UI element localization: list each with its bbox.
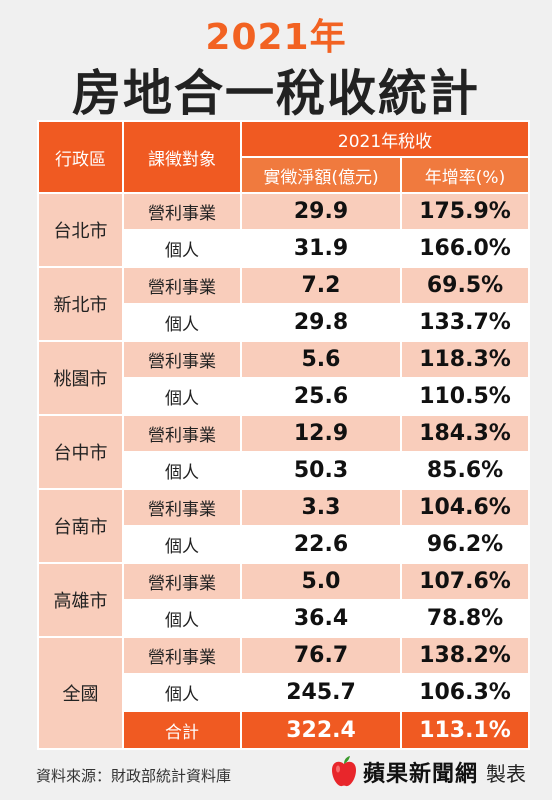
net-amount-cell: 76.7 — [240, 636, 402, 675]
net-amount-cell: 31.9 — [240, 229, 402, 268]
apple-icon — [331, 756, 356, 787]
net-amount-cell: 3.3 — [240, 488, 402, 527]
net-amount-cell: 7.2 — [240, 266, 402, 305]
table-row: 個人 50.3 85.6% — [38, 451, 531, 490]
net-amount-cell: 5.6 — [240, 340, 402, 379]
header-group: 2021年稅收 — [239, 120, 531, 158]
table-row: 個人 36.4 78.8% — [38, 599, 531, 638]
table-row: 台中市 營利事業 12.9 184.3% — [37, 414, 531, 490]
district-cell: 台中市 — [37, 414, 124, 490]
taxpayer-cell: 個人 — [122, 229, 242, 268]
net-amount-cell: 50.3 — [240, 451, 402, 490]
net-amount-cell: 12.9 — [240, 414, 402, 453]
growth-rate-cell: 166.0% — [399, 229, 531, 268]
source-note: 資料來源：財政部統計資料庫 — [36, 767, 232, 785]
taxpayer-cell: 個人 — [122, 525, 242, 564]
tax-stats-table: 行政區 課徵對象 2021年稅收 實徵淨額(億元) 年增率(%) 台北市 營利事業… — [37, 120, 531, 750]
taxpayer-cell: 個人 — [122, 303, 242, 342]
net-amount-cell: 25.6 — [240, 377, 402, 416]
table-row: 個人 25.6 110.5% — [38, 377, 531, 416]
net-amount-cell: 22.6 — [240, 525, 402, 564]
brand-name: 蘋果新聞網 — [362, 762, 478, 787]
header-growth: 年增率(%) — [399, 156, 531, 194]
taxpayer-cell: 營利事業 — [122, 340, 242, 379]
district-cell: 高雄市 — [37, 562, 124, 638]
growth-rate-cell: 184.3% — [399, 414, 531, 453]
table-row: 個人 29.8 133.7% — [38, 303, 531, 342]
net-amount-cell: 29.9 — [240, 192, 402, 231]
growth-rate-cell: 110.5% — [399, 377, 531, 416]
growth-rate-cell: 107.6% — [399, 562, 531, 601]
growth-rate-cell: 138.2% — [399, 636, 531, 675]
header-taxpayer: 課徵對象 — [122, 120, 242, 194]
brand-suffix: 製表 — [486, 761, 526, 786]
taxpayer-cell: 營利事業 — [122, 192, 242, 231]
district-cell: 桃園市 — [37, 340, 124, 416]
growth-rate-cell: 106.3% — [399, 673, 531, 712]
net-amount-cell: 322.4 — [240, 710, 402, 750]
taxpayer-cell: 個人 — [122, 377, 242, 416]
taxpayer-cell: 營利事業 — [122, 562, 242, 601]
district-cell: 全國 — [37, 636, 124, 750]
header-net: 實徵淨額(億元) — [240, 156, 402, 194]
taxpayer-cell: 營利事業 — [122, 266, 242, 305]
net-amount-cell: 36.4 — [240, 599, 402, 638]
taxpayer-cell: 合計 — [122, 710, 242, 750]
net-amount-cell: 245.7 — [240, 673, 402, 712]
year-title: 2021年 — [205, 17, 347, 58]
table-row: 桃園市 營利事業 5.6 118.3% — [37, 340, 531, 416]
growth-rate-cell: 133.7% — [399, 303, 531, 342]
district-cell: 新北市 — [37, 266, 124, 342]
table-row: 合計 322.4 113.1% — [38, 710, 531, 750]
growth-rate-cell: 85.6% — [399, 451, 531, 490]
district-cell: 台南市 — [37, 488, 124, 564]
growth-rate-cell: 69.5% — [399, 266, 531, 305]
table-row: 個人 245.7 106.3% — [38, 673, 531, 712]
growth-rate-cell: 118.3% — [399, 340, 531, 379]
taxpayer-cell: 個人 — [122, 673, 242, 712]
net-amount-cell: 29.8 — [240, 303, 402, 342]
growth-rate-cell: 78.8% — [399, 599, 531, 638]
growth-rate-cell: 96.2% — [399, 525, 531, 564]
growth-rate-cell: 175.9% — [399, 192, 531, 231]
taxpayer-cell: 個人 — [122, 451, 242, 490]
table-row: 高雄市 營利事業 5.0 107.6% — [37, 562, 531, 638]
growth-rate-cell: 113.1% — [399, 710, 531, 750]
table-row: 台南市 營利事業 3.3 104.6% — [37, 488, 531, 564]
header-district: 行政區 — [37, 120, 124, 194]
taxpayer-cell: 營利事業 — [122, 488, 242, 527]
table-row: 個人 31.9 166.0% — [38, 229, 531, 268]
growth-rate-cell: 104.6% — [399, 488, 531, 527]
brand-logo: 蘋果新聞網 製表 — [329, 755, 526, 789]
taxpayer-cell: 營利事業 — [122, 414, 242, 453]
table-row: 個人 22.6 96.2% — [38, 525, 531, 564]
table-row: 全國 營利事業 76.7 138.2% — [37, 636, 531, 750]
taxpayer-cell: 營利事業 — [122, 636, 242, 675]
table-body: 台北市 營利事業 29.9 175.9% 個人 31.9 166.0% 新北市 營利事業 7.2 6… — [37, 192, 531, 750]
page-title: 房地合一稅收統計 — [71, 65, 480, 122]
table-row: 新北市 營利事業 7.2 69.5% — [37, 266, 531, 342]
table-row: 台北市 營利事業 29.9 175.9% — [37, 192, 531, 268]
net-amount-cell: 5.0 — [240, 562, 402, 601]
district-cell: 台北市 — [37, 192, 124, 268]
taxpayer-cell: 個人 — [122, 599, 242, 638]
